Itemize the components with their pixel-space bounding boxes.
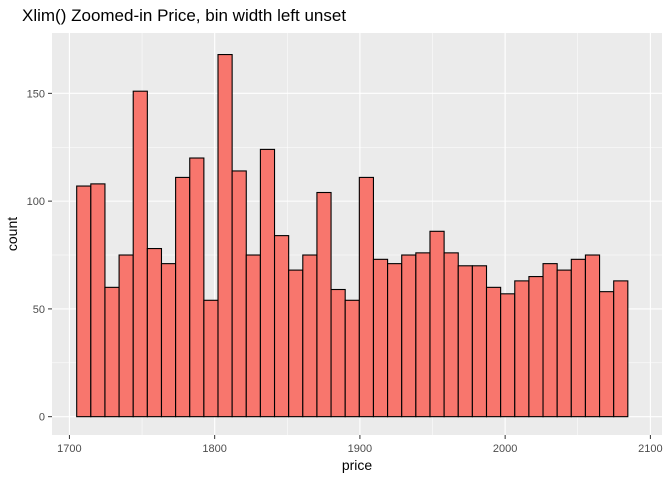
histogram-bar xyxy=(203,299,219,418)
histogram-bar xyxy=(372,258,389,418)
histogram-bar xyxy=(500,293,516,418)
x-tick-label: 1700 xyxy=(57,443,81,455)
histogram-bar xyxy=(316,191,332,418)
histogram-bar xyxy=(556,269,572,418)
histogram-bar xyxy=(273,235,290,418)
histogram-bar xyxy=(387,263,403,418)
y-axis: 0 50 100 150 xyxy=(27,88,52,424)
histogram-bar xyxy=(358,176,375,418)
chart-title: Xlim() Zoomed-in Price, bin width left u… xyxy=(22,6,346,25)
x-tick-label: 2000 xyxy=(493,443,517,455)
histogram-bar xyxy=(146,247,163,418)
histogram-bar xyxy=(443,252,459,418)
y-tick-label: 100 xyxy=(27,196,45,208)
histogram-bar xyxy=(259,148,276,418)
histogram-bar xyxy=(457,265,473,418)
histogram-bar xyxy=(401,254,417,418)
histogram-bar xyxy=(599,291,615,418)
x-tick-label: 1900 xyxy=(348,443,372,455)
histogram-bar xyxy=(542,263,558,418)
histogram-bar xyxy=(528,276,544,418)
x-tick-label: 1800 xyxy=(202,443,226,455)
histogram-bar xyxy=(217,54,233,418)
histogram-bar xyxy=(90,183,106,418)
histogram-bar xyxy=(344,299,360,418)
histogram-bar xyxy=(429,230,445,418)
histogram-bar xyxy=(245,254,261,418)
histogram-bar xyxy=(132,90,148,418)
histogram-bar xyxy=(485,286,502,418)
histogram-bar xyxy=(570,258,586,418)
histogram-bar xyxy=(175,176,191,418)
x-tick-label: 2100 xyxy=(638,443,662,455)
histogram-bar xyxy=(584,254,601,418)
histogram-bar xyxy=(160,263,177,418)
x-axis-label: price xyxy=(342,457,373,473)
y-tick-label: 0 xyxy=(39,412,45,424)
y-axis-label: count xyxy=(4,217,20,251)
histogram-bar xyxy=(415,252,431,418)
y-tick-label: 150 xyxy=(27,88,45,100)
histogram-bar xyxy=(613,280,629,418)
histogram-bar xyxy=(514,280,530,418)
x-axis: 1700 1800 1900 2000 2100 xyxy=(57,435,663,455)
histogram-bar xyxy=(330,288,346,418)
histogram-bar xyxy=(76,185,92,418)
histogram-bar xyxy=(189,157,205,418)
histogram-bar xyxy=(231,170,247,418)
histogram-bar xyxy=(471,265,488,418)
bars xyxy=(76,54,629,418)
y-tick-label: 50 xyxy=(33,304,45,316)
histogram-bar xyxy=(288,269,304,418)
histogram-bar xyxy=(302,254,318,418)
histogram-bar xyxy=(118,254,134,418)
histogram-bar xyxy=(104,286,120,418)
